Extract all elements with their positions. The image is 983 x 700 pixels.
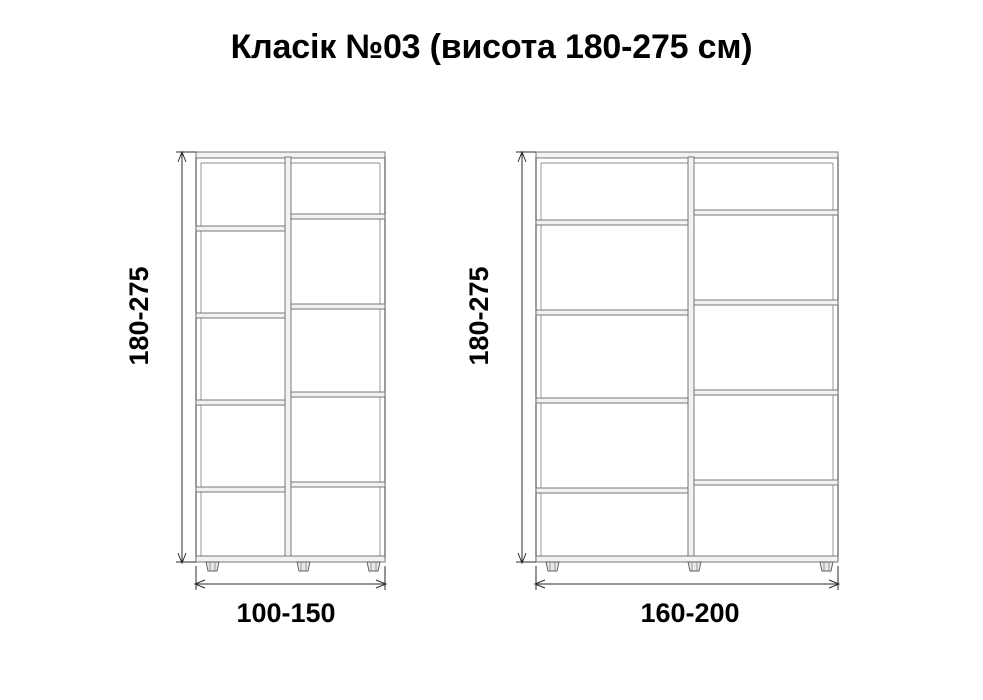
right-col-shelf-2: [290, 303, 386, 310]
left-foot-2: [296, 561, 311, 572]
left-width-dimension: [193, 566, 388, 590]
left-vertical-divider: [284, 156, 292, 561]
right-width-dimension: [533, 566, 841, 590]
right-width-label: 160-200: [640, 598, 740, 628]
right-cabinet-body: [535, 156, 839, 561]
right-colB-shelf-3: [693, 389, 839, 396]
left-foot-3: [366, 561, 381, 572]
right-colB-shelf-2: [693, 299, 839, 306]
right-colA-shelf-2: [535, 309, 689, 316]
page-title: Класік №03 (висота 180-275 см): [230, 28, 753, 66]
left-width-label: 100-150: [236, 598, 336, 628]
left-height-dimension: [176, 150, 196, 565]
left-foot-1: [205, 561, 220, 572]
right-col-shelf-4: [290, 481, 386, 488]
right-bottom-panel: [535, 555, 839, 563]
right-colB-shelf-1: [693, 209, 839, 216]
cabinet-left: [176, 150, 388, 590]
left-height-label: 180-275: [124, 266, 154, 366]
left-bottom-panel: [195, 555, 386, 563]
right-foot-2: [687, 561, 702, 572]
right-col-shelf-3: [290, 391, 386, 398]
left-col-shelf-4: [195, 486, 286, 493]
right-colB-shelf-4: [693, 479, 839, 486]
right-top-panel: [535, 151, 839, 159]
cabinet-right: [516, 150, 841, 590]
right-colA-shelf-4: [535, 487, 689, 494]
right-foot-3: [819, 561, 834, 572]
right-height-label: 180-275: [464, 266, 494, 366]
right-height-dimension: [516, 150, 536, 565]
right-colA-shelf-1: [535, 219, 689, 226]
left-col-shelf-3: [195, 399, 286, 406]
left-col-shelf-2: [195, 312, 286, 319]
right-colA-shelf-3: [535, 397, 689, 404]
left-col-shelf-1: [195, 225, 286, 232]
right-vertical-divider: [687, 156, 695, 561]
right-col-shelf-1: [290, 213, 386, 220]
right-foot-1: [545, 561, 560, 572]
